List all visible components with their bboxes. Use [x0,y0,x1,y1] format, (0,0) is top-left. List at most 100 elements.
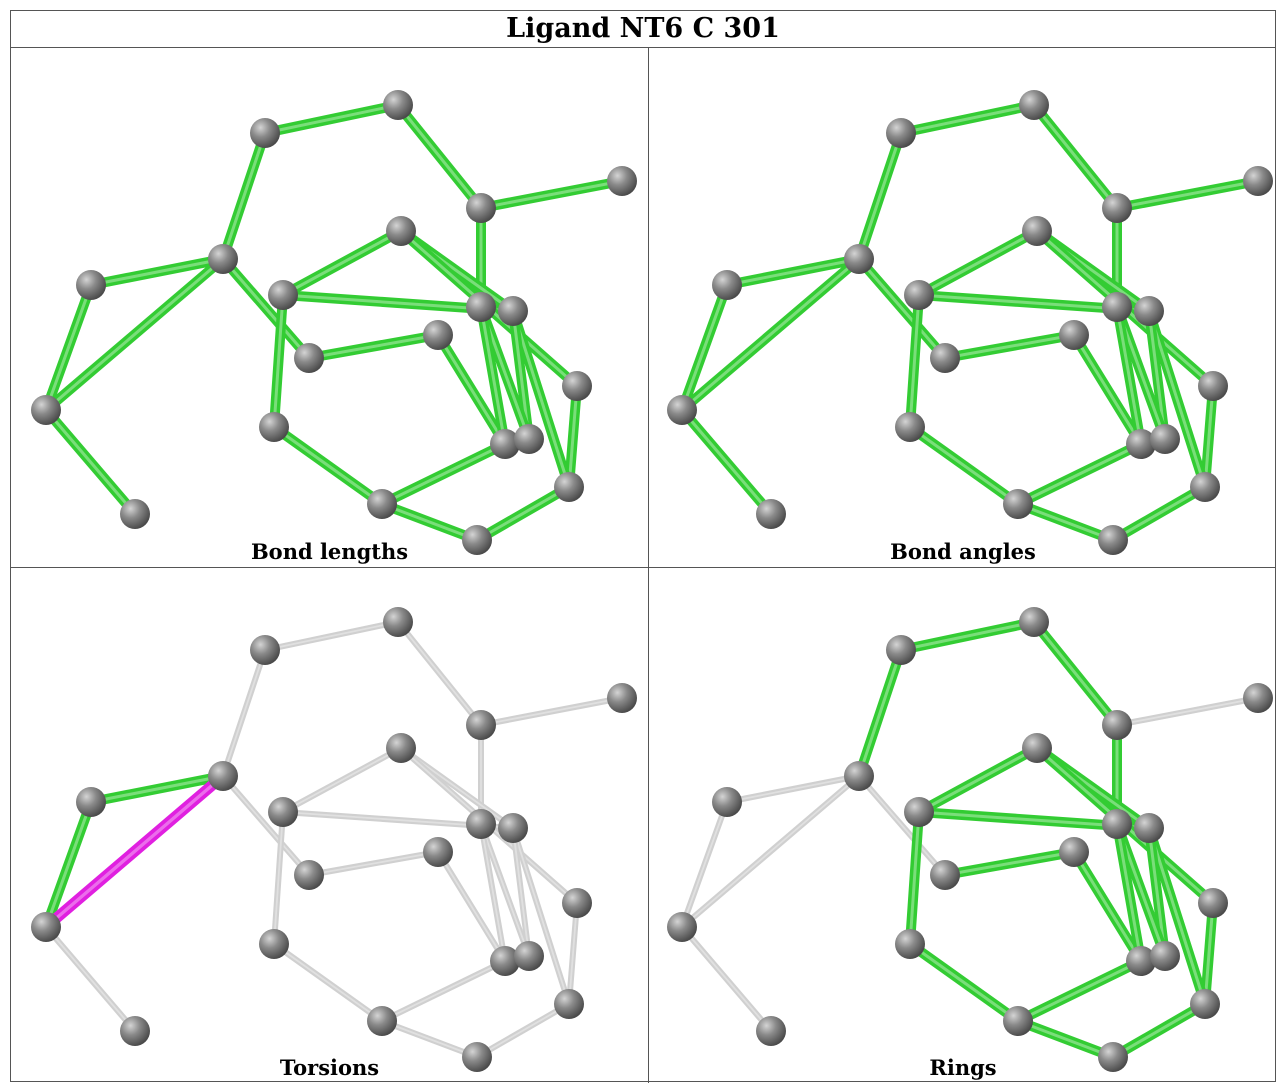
atom [386,733,416,763]
atom [259,412,289,442]
atom [930,343,960,373]
atom [904,797,934,827]
atom [120,499,150,529]
bond [1112,302,1146,449]
atom [294,860,324,890]
atom [1198,888,1228,918]
atom [367,1006,397,1036]
bond [1013,499,1118,545]
atom [466,292,496,322]
atom [1059,837,1089,867]
bond [508,306,574,492]
panel-caption: Bond angles [890,539,1036,564]
bond [679,924,774,1034]
atom [367,489,397,519]
bond [306,849,441,878]
atom [562,888,592,918]
bond [1114,695,1261,728]
bond [677,254,864,415]
bond [679,799,730,930]
bond [262,619,401,653]
atom [466,809,496,839]
bond [854,645,906,781]
bond [854,128,906,264]
bond [724,773,862,805]
bond [1069,847,1146,966]
bond [271,809,286,947]
bond [722,254,864,290]
bond [914,743,1042,817]
atom [1198,371,1228,401]
bond [269,422,387,509]
molecule-view [31,90,637,555]
bond [472,482,574,545]
atom [895,412,925,442]
atom [120,1016,150,1046]
bond [905,290,924,432]
atom [259,929,289,959]
bond [1013,439,1146,509]
atom [756,1016,786,1046]
atom [1150,424,1180,454]
panel-rings: Rings [649,568,1277,1083]
atom [712,787,742,817]
bond [278,226,406,300]
bond [433,330,510,449]
bond [905,807,924,949]
atom [423,837,453,867]
bond [271,941,385,1024]
atom [268,797,298,827]
bond [896,617,1039,655]
bond [1069,330,1146,449]
bond [914,226,1042,300]
bond [1112,176,1263,213]
atom [76,270,106,300]
atom [498,813,528,843]
atom [1059,320,1089,350]
bond [940,847,1079,880]
bond [478,821,508,964]
figure-frame: Ligand NT6 C 301 Bond lengths Bond angle… [10,10,1277,1083]
bond [476,302,510,449]
atom [386,216,416,246]
panel-caption: Rings [929,1055,997,1080]
bond [1013,1016,1118,1062]
atom [383,607,413,637]
atom [895,929,925,959]
atom [1126,429,1156,459]
atom [466,193,496,223]
bond [1200,898,1218,1009]
panel-caption: Torsions [279,1055,380,1080]
atom [1134,296,1164,326]
bond [677,405,776,519]
bond [40,770,229,933]
bond [220,647,268,779]
atom [607,166,637,196]
atom [490,946,520,976]
bond [1144,306,1210,492]
bond [476,176,627,213]
atom [904,280,934,310]
atom [1019,90,1049,120]
atom [554,989,584,1019]
atom [1190,989,1220,1019]
grid-divider-horizontal [11,567,1275,568]
atom [462,1042,492,1072]
atom [490,429,520,459]
molecule-view [667,607,1273,1072]
bond [218,254,314,363]
atom [208,761,238,791]
atom [1003,489,1033,519]
bond [564,381,582,492]
bond [86,771,228,807]
atom [554,472,584,502]
bond [1200,381,1218,492]
atom [886,118,916,148]
atom [1243,166,1273,196]
atom [1098,1042,1128,1072]
atom [1134,813,1164,843]
bond [854,254,950,363]
bond [218,128,270,264]
bond [393,100,486,213]
atom [31,912,61,942]
